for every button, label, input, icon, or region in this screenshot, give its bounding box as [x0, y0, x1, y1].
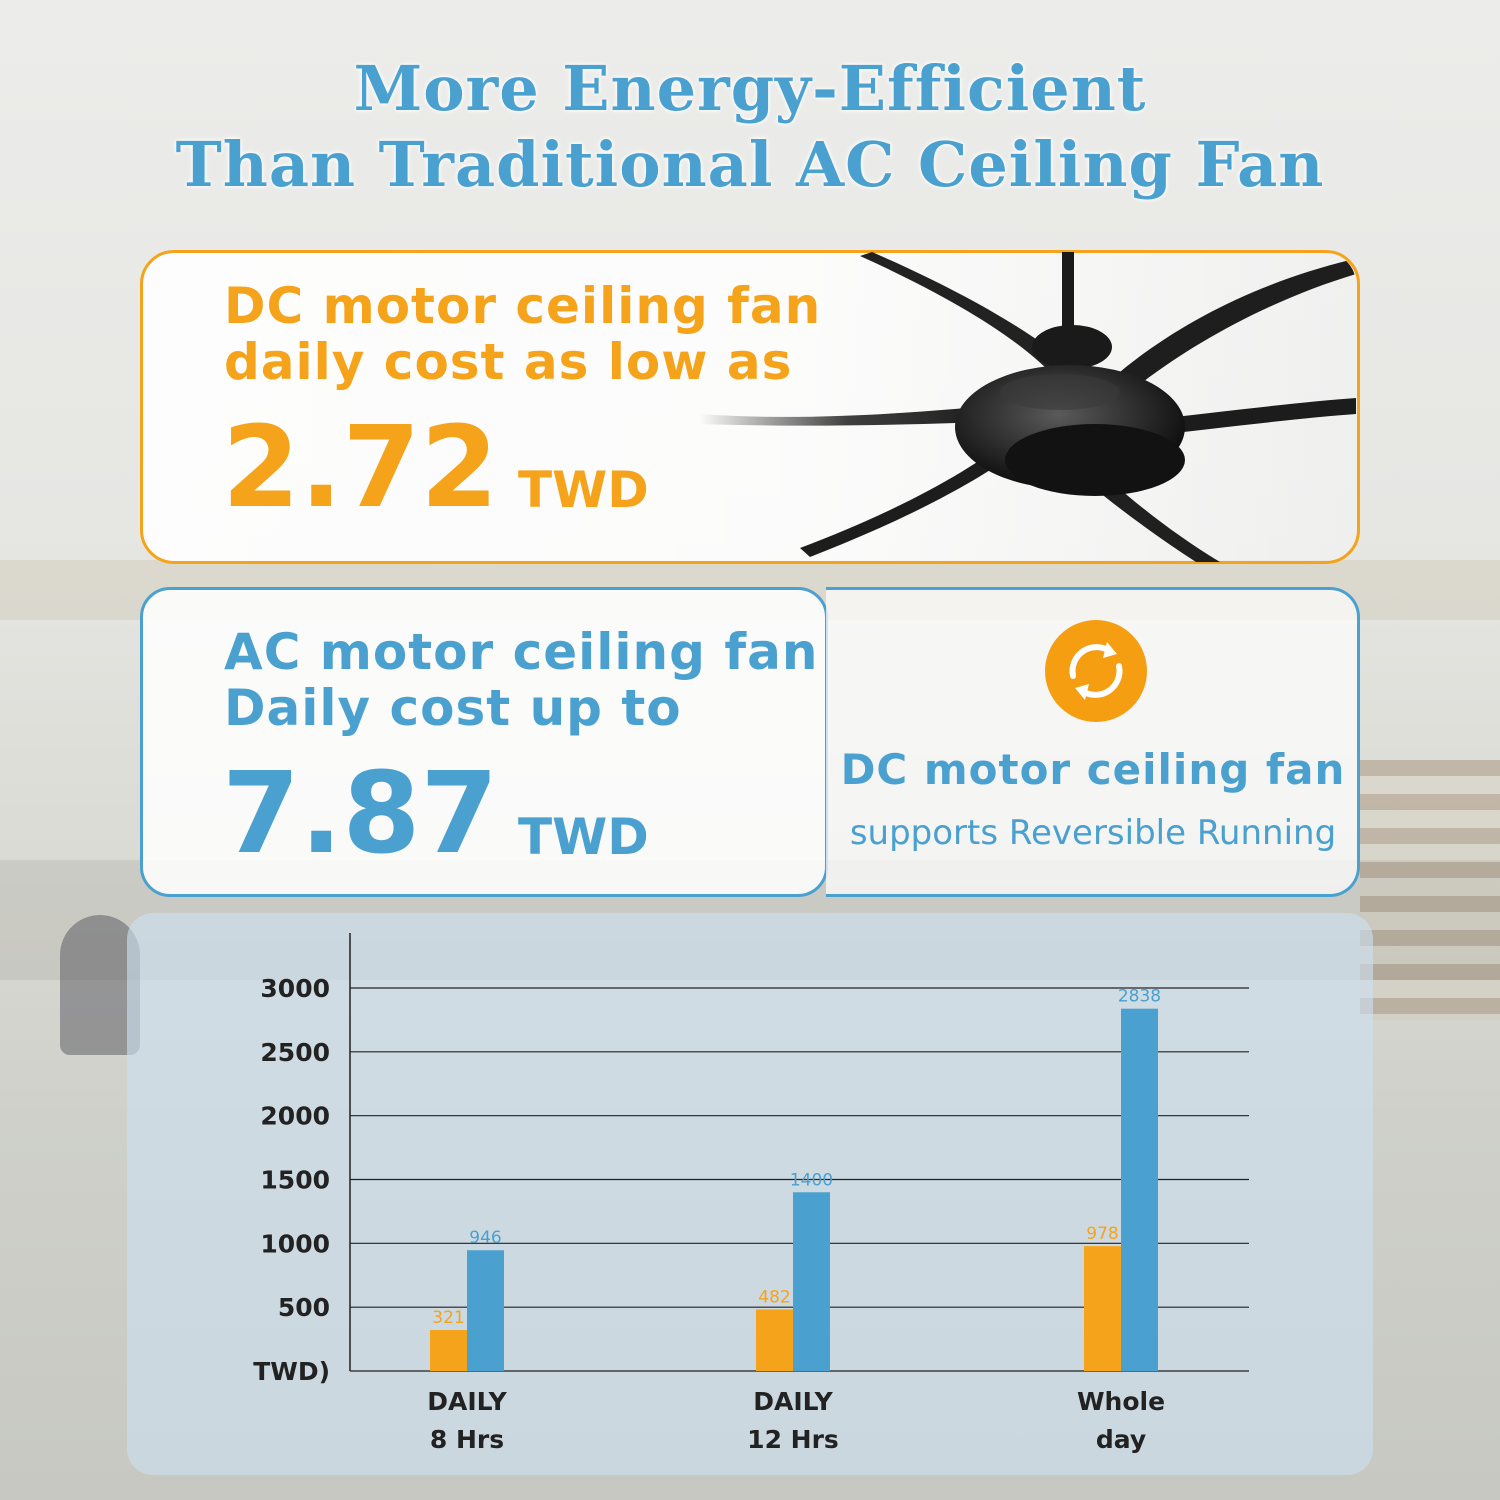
- y-tick-label: 1000: [260, 1229, 330, 1258]
- ac-headline-rest: motor ceiling fan: [301, 623, 819, 681]
- page-title-line-1: More Energy-Efficient: [353, 52, 1147, 125]
- ac-cost-card: [140, 587, 828, 897]
- y-tick-label: 500: [278, 1293, 330, 1322]
- ac-label: AC: [224, 623, 302, 681]
- background-person: [60, 915, 140, 1055]
- dc-label: DC: [224, 277, 305, 335]
- ceiling-fan-image: [700, 252, 1356, 562]
- bar: [1084, 1246, 1121, 1371]
- data-label: 321: [432, 1308, 464, 1328]
- cost-bar-chart: TWD) 500 1000 1500 2000 2500 3000 321 946 DAILY 8 …: [253, 933, 1249, 1454]
- x-tick-label: 12 Hrs: [747, 1425, 839, 1454]
- bar: [430, 1330, 467, 1371]
- bar: [1121, 1008, 1158, 1371]
- ac-headline-line-2: Daily cost up to: [224, 679, 682, 737]
- refresh-icon: [1045, 620, 1147, 722]
- data-label: 482: [758, 1287, 790, 1307]
- x-tick-label: DAILY: [427, 1387, 507, 1416]
- dc-headline-line-2: daily cost as low as: [224, 333, 793, 391]
- bar: [756, 1309, 793, 1371]
- data-label: 978: [1086, 1224, 1118, 1244]
- ac-cost-value: 7.87: [222, 749, 499, 879]
- x-tick-label: DAILY: [753, 1387, 833, 1416]
- y-tick-label: 3000: [260, 974, 330, 1003]
- y-tick-label: 2500: [260, 1038, 330, 1067]
- dc-cost-unit: TWD: [518, 461, 649, 519]
- y-tick-label: TWD): [253, 1357, 330, 1386]
- data-label: 1400: [790, 1170, 833, 1190]
- bar: [467, 1250, 504, 1371]
- background-shelf: [1360, 760, 1500, 1020]
- y-tick-label: 2000: [260, 1102, 330, 1131]
- reversible-subtitle: supports Reversible Running: [849, 813, 1337, 853]
- dc-headline-line-1: DC motor ceiling fan: [224, 278, 821, 334]
- bar: [793, 1192, 830, 1371]
- ac-cost-unit: TWD: [518, 808, 649, 866]
- x-tick-label: day: [1096, 1425, 1146, 1454]
- chart-card: [127, 913, 1373, 1475]
- dc-headline-rest: motor ceiling fan: [304, 277, 822, 335]
- data-label: 946: [469, 1228, 501, 1248]
- data-label: 2838: [1118, 987, 1161, 1007]
- dc-cost-value: 2.72: [222, 403, 499, 533]
- x-tick-label: Whole: [1077, 1387, 1165, 1416]
- ac-headline-line-1: AC motor ceiling fan: [224, 624, 818, 680]
- page-title-line-2: Than Traditional AC Ceiling Fan: [175, 128, 1325, 201]
- y-tick-label: 1500: [260, 1166, 330, 1195]
- x-tick-label: 8 Hrs: [430, 1425, 504, 1454]
- reversible-title: DC motor ceiling fan: [840, 745, 1346, 794]
